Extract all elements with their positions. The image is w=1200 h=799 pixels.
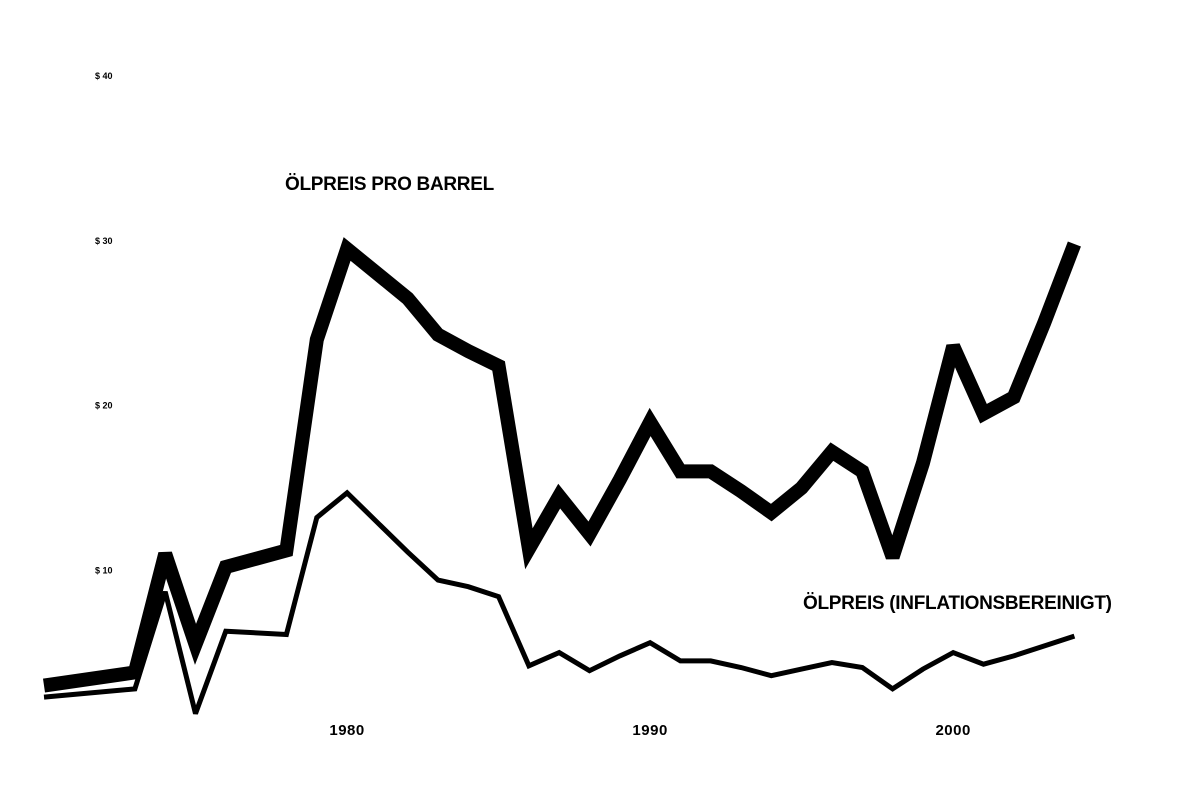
y-tick-label: $ 10 (95, 565, 113, 575)
series-label-inflation-adjusted: ÖLPREIS (INFLATIONSBEREINIGT) (803, 593, 1112, 614)
series-line-nominal (42, 237, 1081, 693)
y-axis: $ 10 $ 20 $ 30 $ 40 (95, 71, 113, 575)
y-tick-label: $ 20 (95, 401, 113, 411)
x-tick-label: 1980 (329, 722, 364, 739)
y-tick-label: $ 30 (95, 236, 113, 246)
x-tick-label: 2000 (935, 722, 970, 739)
series-line-inflation-adjusted (43, 489, 1076, 715)
x-tick-label: 1990 (632, 722, 667, 739)
x-axis: 1980 1990 2000 (329, 722, 970, 739)
series-label-nominal: ÖLPREIS PRO BARREL (285, 174, 495, 195)
series-layer (42, 237, 1081, 715)
y-tick-label: $ 40 (95, 71, 113, 81)
